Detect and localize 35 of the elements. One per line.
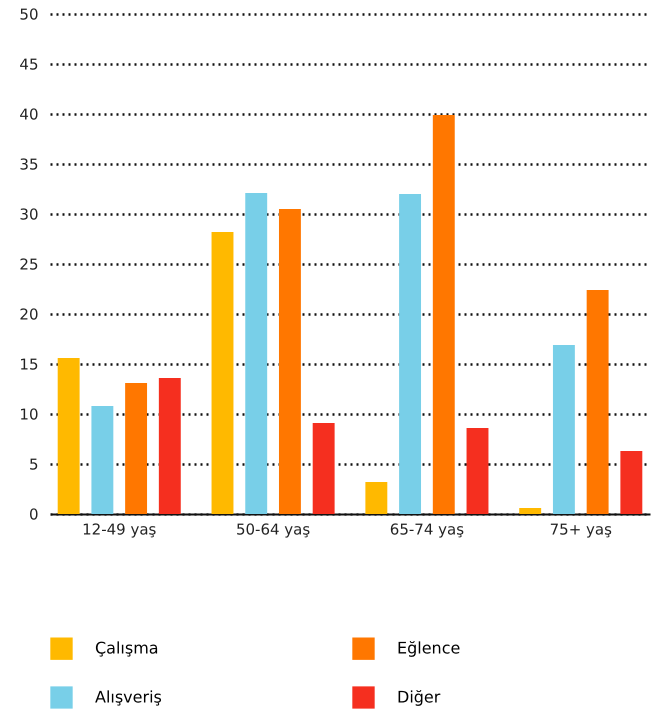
- bar: [312, 423, 335, 514]
- legend-label: Eğlence: [397, 638, 460, 658]
- bar: [125, 383, 148, 514]
- y-tick-label: 45: [19, 56, 38, 74]
- bar: [365, 482, 388, 514]
- legend-label: Çalışma: [95, 638, 159, 658]
- y-tick-label: 25: [19, 256, 38, 274]
- y-tick-label: 5: [28, 456, 38, 474]
- bar: [58, 358, 80, 514]
- y-tick-label: 0: [28, 506, 38, 524]
- bar: [158, 378, 181, 514]
- bar: [519, 508, 542, 514]
- bar: [552, 345, 575, 514]
- y-tick-label: 35: [19, 156, 38, 174]
- x-tick-label: 75+ yaş: [550, 520, 612, 538]
- legend-label: Alışveriş: [95, 688, 162, 706]
- bar: [466, 428, 488, 514]
- x-tick-label: 12-49 yaş: [82, 520, 157, 538]
- bar: [91, 406, 114, 514]
- y-tick-label: 30: [19, 206, 38, 224]
- y-tick-label: 10: [19, 406, 38, 424]
- bar: [432, 115, 455, 514]
- y-tick-label: 50: [19, 6, 38, 24]
- legend-label: Diğer: [397, 688, 441, 706]
- y-tick-label: 15: [19, 356, 38, 374]
- bar: [620, 451, 642, 514]
- bar: [212, 232, 234, 514]
- bar: [399, 194, 422, 514]
- x-tick-label: 50-64 yaş: [236, 520, 310, 538]
- bar: [245, 193, 268, 514]
- bar: [278, 209, 301, 514]
- y-tick-label: 20: [19, 306, 38, 324]
- y-tick-label: 40: [19, 106, 38, 124]
- bar: [586, 290, 609, 514]
- x-tick-label: 65-74 yaş: [390, 520, 464, 538]
